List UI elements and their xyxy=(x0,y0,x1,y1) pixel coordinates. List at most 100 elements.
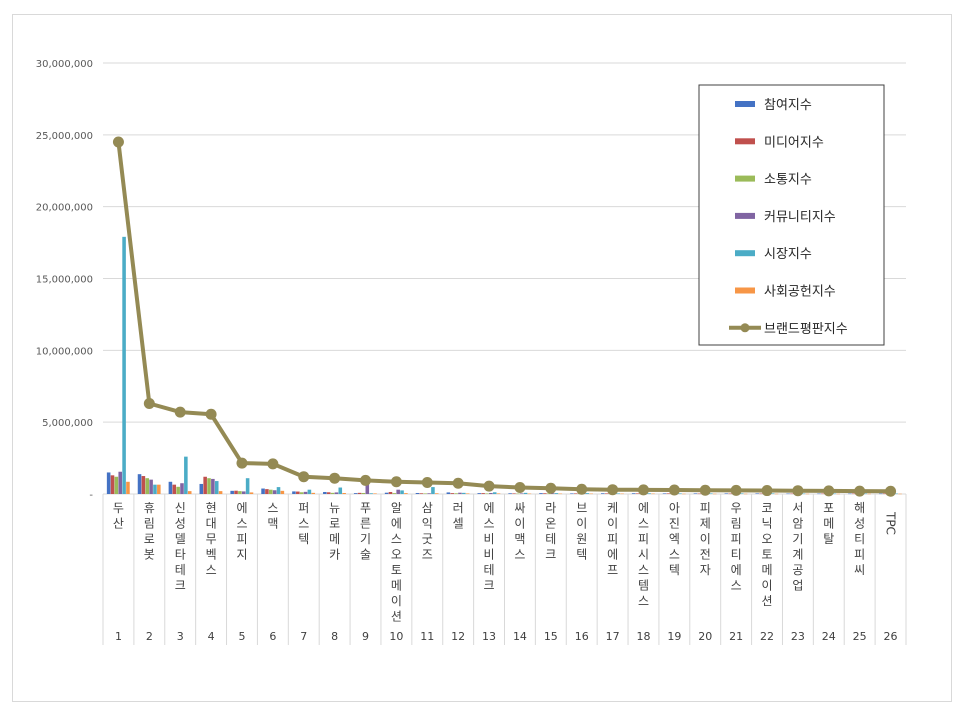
bar-미디어지수-19 xyxy=(666,493,671,494)
bar-사회공헌지수-21 xyxy=(743,493,748,495)
x-rank-label: 6 xyxy=(269,630,276,643)
bar-시장지수-4 xyxy=(214,481,219,494)
x-rank-label: 19 xyxy=(667,630,681,643)
y-tick-label: 10,000,000 xyxy=(36,346,93,357)
bar-소통지수-4 xyxy=(207,478,211,494)
x-rank-label: 7 xyxy=(300,630,307,643)
bar-시장지수-24 xyxy=(832,493,837,495)
bar-소통지수-11 xyxy=(423,493,427,494)
bar-사회공헌지수-8 xyxy=(342,492,346,494)
x-rank-label: 4 xyxy=(208,630,215,643)
x-rank-label: 12 xyxy=(451,630,465,643)
bar-사회공헌지수-25 xyxy=(867,493,871,495)
bar-시장지수-9 xyxy=(369,493,373,494)
bar-시장지수-13 xyxy=(492,492,497,494)
x-rank-label: 5 xyxy=(238,630,245,643)
line-point-1 xyxy=(112,136,124,148)
bar-시장지수-10 xyxy=(400,490,404,494)
bar-사회공헌지수-11 xyxy=(435,493,439,494)
line-point-9 xyxy=(360,474,372,486)
x-rank-label: 9 xyxy=(362,630,369,643)
bar-사회공헌지수-15 xyxy=(558,493,563,495)
bar-미디어지수-15 xyxy=(543,493,547,494)
line-point-21 xyxy=(730,484,742,496)
line-point-18 xyxy=(637,484,649,496)
bar-사회공헌지수-5 xyxy=(249,492,254,494)
bar-미디어지수-7 xyxy=(296,491,300,494)
bar-사회공헌지수-14 xyxy=(527,493,532,495)
x-rank-label: 1 xyxy=(115,630,122,643)
bar-미디어지수-11 xyxy=(419,493,424,494)
bar-미디어지수-12 xyxy=(450,493,455,494)
bar-시장지수-22 xyxy=(770,493,775,494)
line-point-20 xyxy=(699,484,711,496)
bar-미디어지수-23 xyxy=(790,493,794,495)
x-rank-label: 26 xyxy=(884,630,898,643)
legend-swatch-미디어지수 xyxy=(735,138,755,145)
line-point-14 xyxy=(514,482,526,494)
bar-사회공헌지수-17 xyxy=(620,493,624,495)
bar-미디어지수-25 xyxy=(851,493,856,495)
bar-미디어지수-17 xyxy=(604,493,609,494)
x-rank-label: 13 xyxy=(482,630,496,643)
bar-소통지수-12 xyxy=(454,493,458,494)
legend-label-미디어지수: 미디어지수 xyxy=(764,135,824,150)
bar-시장지수-16 xyxy=(585,493,590,494)
bar-소통지수-7 xyxy=(299,492,304,494)
bar-사회공헌지수-10 xyxy=(404,493,408,494)
bar-참여지수-12 xyxy=(446,492,451,494)
bar-참여지수-17 xyxy=(601,493,605,494)
bar-소통지수-15 xyxy=(546,493,551,494)
x-axis-labels: 두 산 1 휴 림 로 봇 2 신 성 델 타 테 크 3 현 대 무 벡 스 4 에 스 피 지 5 스 맥 6 퍼 스 텍 7 뉴 로 메 카 8 푸 른… xyxy=(113,501,898,643)
bar-참여지수-18 xyxy=(631,493,636,494)
x-rank-label: 15 xyxy=(544,630,558,643)
bar-소통지수-13 xyxy=(485,493,489,494)
bar-미디어지수-8 xyxy=(326,492,331,494)
line-point-2 xyxy=(143,397,155,409)
bar-참여지수-5 xyxy=(230,490,234,494)
bar-시장지수-18 xyxy=(647,493,651,494)
bar-참여지수-20 xyxy=(693,493,698,494)
line-point-19 xyxy=(668,484,680,496)
bar-소통지수-1 xyxy=(114,476,119,494)
bar-미디어지수-20 xyxy=(697,493,702,495)
bar-사회공헌지수-16 xyxy=(589,493,593,495)
bar-시장지수-11 xyxy=(431,487,435,494)
line-series xyxy=(112,136,897,497)
bar-참여지수-9 xyxy=(353,493,358,494)
bars xyxy=(106,236,902,495)
line-point-17 xyxy=(607,484,619,496)
bar-시장지수-2 xyxy=(153,484,157,494)
bar-시장지수-6 xyxy=(276,487,281,494)
bar-소통지수-14 xyxy=(516,493,520,495)
bar-시장지수-1 xyxy=(122,236,126,494)
bar-참여지수-14 xyxy=(508,493,512,494)
y-tick-label: 25,000,000 xyxy=(36,131,93,142)
bar-미디어지수-1 xyxy=(110,475,115,494)
bar-참여지수-2 xyxy=(137,474,142,494)
bar-미디어지수-6 xyxy=(265,489,269,494)
x-rank-label: 11 xyxy=(420,630,434,643)
bar-미디어지수-3 xyxy=(172,484,177,494)
bar-미디어지수-26 xyxy=(882,493,887,495)
x-rank-label: 10 xyxy=(389,630,403,643)
line-point-4 xyxy=(205,408,217,420)
x-rank-label: 16 xyxy=(575,630,589,643)
legend-label-커뮤니티지수: 커뮤니티지수 xyxy=(764,210,836,225)
bar-사회공헌지수-7 xyxy=(311,492,316,494)
